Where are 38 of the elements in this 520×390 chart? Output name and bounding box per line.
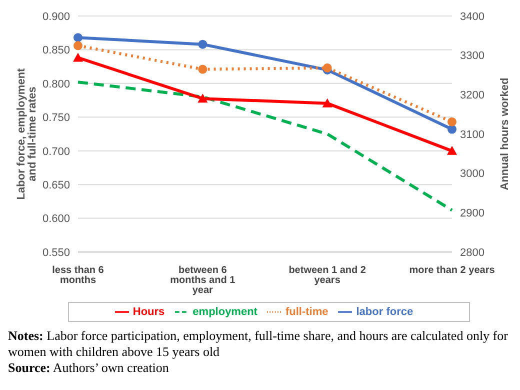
legend-label: Hours [132, 306, 165, 318]
point [74, 41, 82, 50]
legend-label: labor force [356, 306, 414, 318]
y2-tick-label: 3400 [460, 10, 484, 23]
x-tick-label: between 1 and 2 years [288, 265, 366, 286]
point [73, 52, 83, 62]
text: Notes: Labor force participation, employment, full-time share, and hours are calculated only for women with children above 15 years old [8, 328, 509, 360]
point [198, 94, 208, 103]
x-tick-label: between 6 months and 1 year [170, 265, 236, 296]
y2-axis-title: Annual hours worked [498, 78, 511, 190]
point [448, 124, 456, 134]
point [448, 117, 456, 126]
y-tick-label: 0.550 [42, 246, 70, 259]
y2-tick-label: 3000 [460, 168, 484, 180]
y2-tick-label: 2900 [460, 208, 484, 220]
y-tick-label: 0.900 [42, 10, 70, 23]
point [198, 40, 208, 49]
x-tick-label: more than 2 years [409, 265, 496, 276]
y-tick-label: 0.650 [42, 179, 70, 192]
point [74, 33, 82, 42]
y2-tick-label: 3200 [460, 90, 484, 102]
y-tick-label: 0.750 [42, 112, 70, 124]
x-tick-label: less than 6 months [52, 265, 104, 286]
y2-tick-label: 3300 [460, 50, 484, 62]
y-tick-label: 0.850 [42, 44, 70, 57]
point [198, 64, 208, 74]
y-tick-label: 0.600 [42, 213, 70, 226]
legend-label: full-time [285, 306, 328, 318]
y-axis-title: Labor force, employment and full-time rates [15, 68, 38, 200]
y-tick-label: 0.700 [42, 146, 70, 158]
source-note: Source: Authors’ own creation [8, 360, 170, 376]
line-series [76, 80, 454, 212]
point [322, 98, 332, 108]
legend-label: employment [192, 306, 258, 318]
y2-tick-label: 3100 [460, 128, 484, 141]
y2-tick-label: 2800 [460, 246, 484, 259]
y-tick-label: 0.800 [42, 78, 70, 90]
point [447, 146, 457, 155]
